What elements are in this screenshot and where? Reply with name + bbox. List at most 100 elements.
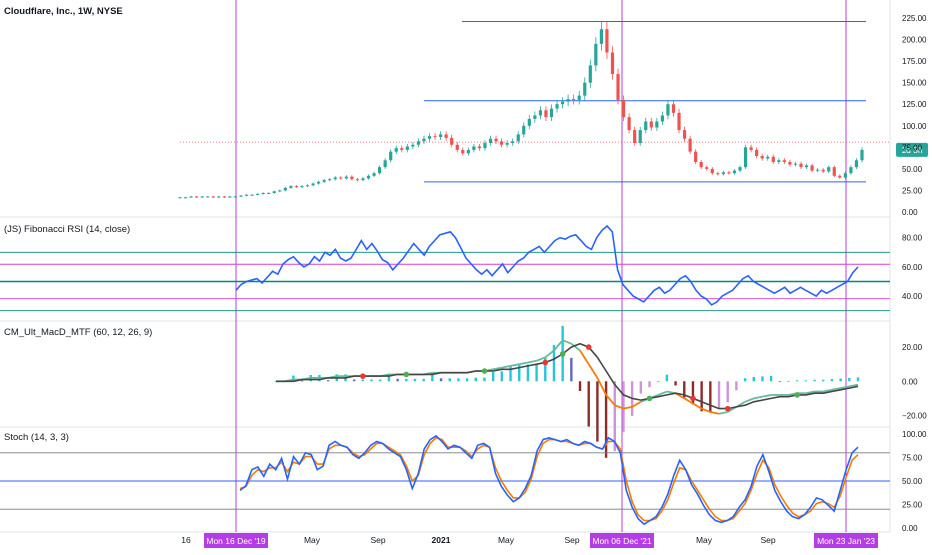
candlestick <box>183 197 188 199</box>
macd-histogram-bar <box>769 375 773 382</box>
candlestick <box>860 149 864 161</box>
macd-pane-title: CM_Ult_MacD_MTF (60, 12, 26, 9) <box>4 327 153 338</box>
macd-histogram-bar <box>448 378 451 382</box>
candlestick <box>721 172 725 175</box>
candlestick <box>610 52 615 75</box>
price-tick-label: 150.00 <box>902 79 927 88</box>
macd-histogram-bar <box>578 381 582 392</box>
macd-histogram-bar <box>674 381 677 386</box>
macd-histogram-bar <box>622 381 625 432</box>
candlestick <box>832 167 836 176</box>
candlestick <box>256 193 260 195</box>
candlestick <box>655 121 659 128</box>
macd-histogram-bar <box>613 381 616 452</box>
candlestick <box>361 178 365 181</box>
candlestick <box>660 115 664 122</box>
candlestick <box>200 196 204 198</box>
date-marker-badge <box>814 533 878 548</box>
macd-line-segment <box>657 390 668 396</box>
macd-histogram-bar <box>431 373 434 382</box>
candlestick <box>544 110 548 118</box>
candlestick <box>427 136 432 139</box>
candlestick <box>854 160 859 168</box>
macd-line-segment <box>823 388 833 393</box>
candlestick <box>594 43 598 66</box>
candlestick <box>422 138 426 142</box>
candlestick <box>738 167 742 171</box>
candlestick <box>289 186 293 188</box>
candlestick <box>843 173 847 178</box>
macd-line-segment <box>692 402 703 410</box>
macd-histogram-bar <box>639 381 643 394</box>
candlestick <box>538 110 543 116</box>
stoch-d-line <box>239 436 859 522</box>
candlestick <box>189 196 193 198</box>
candlestick <box>477 146 482 149</box>
price-tick-label: 125.00 <box>902 100 927 109</box>
macd-histogram-bar <box>483 377 486 382</box>
candlestick <box>816 169 820 171</box>
time-axis-label: May <box>696 535 713 545</box>
candlestick <box>621 99 626 118</box>
candlestick <box>694 151 698 162</box>
candlestick <box>522 125 526 135</box>
candlestick <box>455 144 459 150</box>
price-tick-label: 225.00 <box>902 14 927 23</box>
macd-line-segment <box>553 339 564 352</box>
time-axis-label: 2021 <box>432 535 451 545</box>
macd-histogram-bar <box>352 379 356 382</box>
macd-cross-dot <box>559 351 566 357</box>
candlestick <box>671 104 676 113</box>
macd-histogram-bar <box>743 378 747 382</box>
date-marker-label: Mon 06 Dec '21 <box>592 536 652 546</box>
rsi-line <box>235 224 859 306</box>
macd-histogram-bar <box>509 365 512 382</box>
macd-cross-dot <box>794 392 800 398</box>
candlestick <box>516 134 520 142</box>
candlestick <box>549 108 554 118</box>
candlestick <box>317 181 321 184</box>
candlestick <box>339 177 343 179</box>
macd-histogram-bar <box>657 380 660 382</box>
candlestick <box>217 196 221 198</box>
macd-histogram-bar <box>405 378 408 382</box>
macd-histogram-bar <box>518 365 521 382</box>
time-axis-label: Sep <box>370 535 385 545</box>
price-pane-title: Cloudflare, Inc., 1W, NYSE <box>4 6 123 17</box>
macd-histogram-bar <box>370 379 373 382</box>
macd-histogram-bar <box>604 381 608 458</box>
macd-line-segment <box>623 406 633 410</box>
macd-histogram-bar <box>413 378 417 382</box>
macd-line-segment <box>710 411 720 415</box>
macd-line-segment <box>840 385 850 389</box>
macd-histogram-bar <box>735 381 738 391</box>
candlestick <box>821 169 825 172</box>
macd-line-segment <box>605 394 616 406</box>
stoch-tick-label: 25.00 <box>902 501 923 510</box>
candlestick <box>810 165 814 171</box>
candlestick <box>178 197 182 199</box>
macd-histogram-bar <box>535 363 538 382</box>
date-marker-label: Mon 16 Dec '19 <box>206 536 266 546</box>
stoch-tick-label: 0.00 <box>902 524 918 533</box>
candlestick <box>433 136 437 138</box>
stoch-pane-title: Stoch (14, 3, 3) <box>4 432 69 443</box>
rsi-pane-title: (JS) Fibonacci RSI (14, close) <box>4 224 131 235</box>
candlestick <box>511 141 515 144</box>
macd-line-segment <box>596 377 607 396</box>
candlestick <box>755 149 759 156</box>
stoch-k-line <box>239 434 859 526</box>
countdown-badge-text: 1d 5h <box>901 145 923 155</box>
candlestick <box>300 186 304 188</box>
candlestick <box>405 146 409 150</box>
macd-tick-label: 0.00 <box>902 377 918 386</box>
time-axis-label: May <box>498 535 515 545</box>
macd-cross-dot <box>481 368 488 374</box>
macd-histogram-bar <box>717 381 721 409</box>
macd-tick-label: −20.00 <box>902 411 927 420</box>
candlestick <box>710 168 714 174</box>
date-marker-badge <box>590 533 654 548</box>
candlestick <box>588 65 592 83</box>
macd-histogram-bar <box>830 379 834 382</box>
